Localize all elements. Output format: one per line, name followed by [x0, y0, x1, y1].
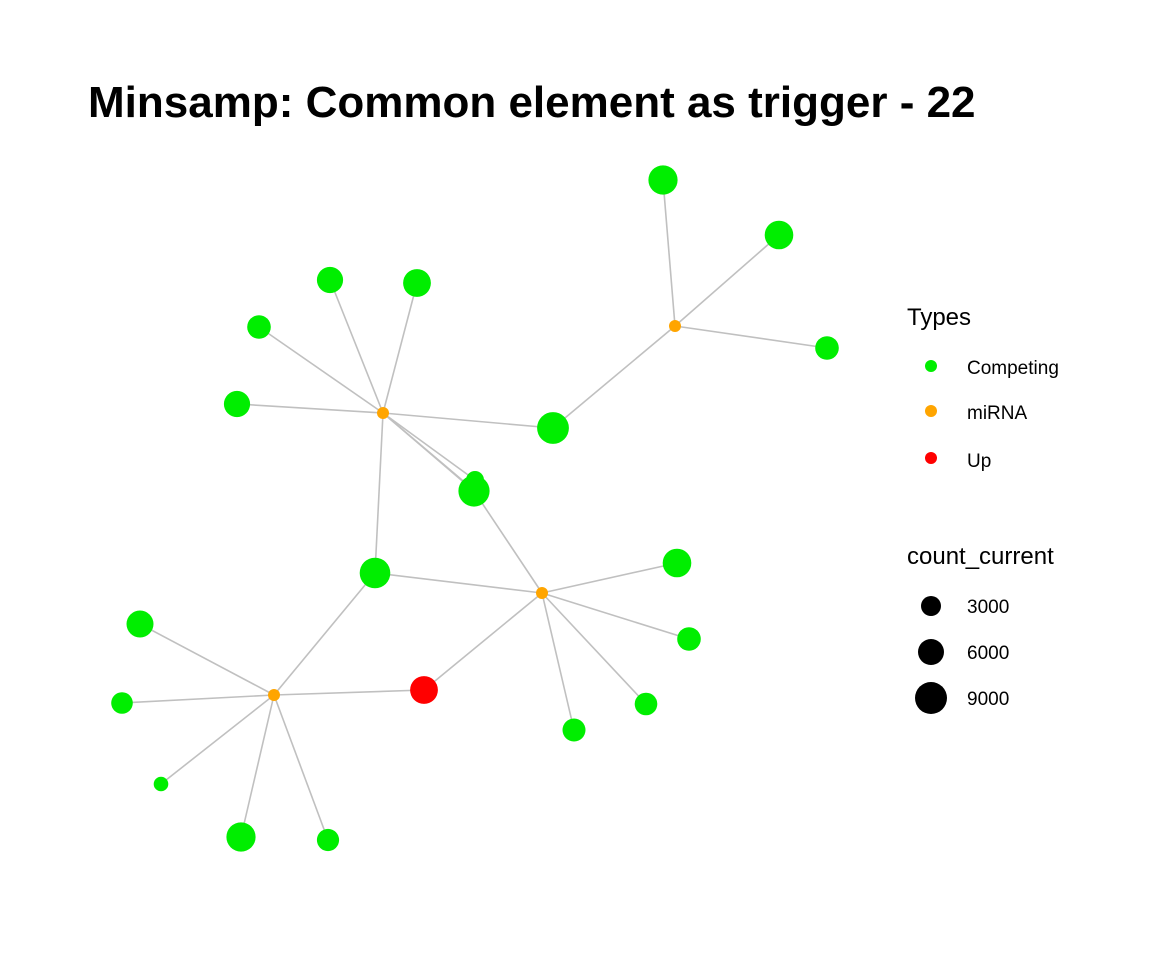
edge-m2-c11 — [382, 412, 475, 492]
legend-key-up — [925, 452, 937, 464]
edge-m3-c14 — [541, 592, 690, 640]
node-competing-c5 — [403, 269, 431, 297]
edge-m2-c5 — [382, 282, 418, 414]
node-competing-c11 — [458, 475, 490, 507]
node-competing-c2 — [764, 220, 794, 250]
node-competing-c4 — [316, 266, 344, 294]
edge-m3-c16 — [541, 592, 575, 731]
edge-m1-c2 — [674, 234, 780, 327]
legend-size-key-3000 — [921, 596, 941, 616]
legend-size-key-6000 — [918, 639, 944, 665]
node-competing-c21 — [316, 828, 340, 852]
node-competing-c10 — [537, 412, 569, 444]
edge-m3-c12 — [374, 572, 543, 594]
node-mirna-m2 — [377, 407, 389, 419]
node-competing-c12 — [359, 557, 391, 589]
edge-m2-c10 — [382, 412, 554, 429]
legend-size-key-9000 — [915, 682, 947, 714]
edge-m4-up1 — [273, 689, 425, 696]
node-competing-c6 — [247, 315, 271, 339]
node-competing-c19 — [153, 776, 169, 792]
legend-size-label-9000: 9000 — [967, 689, 1009, 710]
edge-m2-c6 — [258, 326, 384, 414]
node-mirna-m1 — [669, 320, 681, 332]
chart-title: Minsamp: Common element as trigger - 22 — [88, 78, 976, 127]
node-competing-c20 — [226, 822, 256, 852]
edge-m3-c15 — [541, 592, 647, 705]
edge-m4-c17 — [139, 623, 275, 696]
node-competing-c1 — [648, 165, 678, 195]
legend-key-mirna — [925, 405, 937, 417]
node-competing-c3 — [815, 336, 839, 360]
node-mirna-m4 — [268, 689, 280, 701]
node-mirna-m3 — [536, 587, 548, 599]
node-competing-c7 — [223, 390, 251, 418]
edge-m4-c12 — [273, 572, 376, 696]
legend-size-label-3000: 3000 — [967, 597, 1009, 618]
edge-m2-c4 — [329, 279, 384, 414]
edge-m2-c8 — [382, 412, 476, 481]
edge-m3-c13 — [541, 562, 678, 594]
edge-m4-c18 — [121, 694, 275, 704]
edge-m3-c11 — [473, 490, 543, 594]
network-nodes — [111, 165, 839, 852]
node-competing-c16 — [562, 718, 586, 742]
edge-m4-c20 — [240, 694, 275, 838]
node-competing-c13 — [662, 548, 692, 578]
node-competing-c15 — [634, 692, 658, 716]
edge-m4-c19 — [160, 694, 275, 785]
edge-m2-c7 — [236, 403, 384, 414]
node-up-up1 — [410, 676, 438, 704]
node-competing-c17 — [126, 610, 154, 638]
network-edges — [121, 179, 828, 841]
edge-m1-c3 — [674, 325, 828, 349]
legend-key-competing — [925, 360, 937, 372]
legend-size-title: count_current — [907, 543, 1054, 570]
edge-m2-c12 — [374, 412, 384, 574]
edge-m3-up1 — [423, 592, 543, 691]
legend-label-competing: Competing — [967, 358, 1059, 379]
legend-types-title: Types — [907, 304, 971, 331]
legend-label-up: Up — [967, 451, 991, 472]
node-competing-c14 — [677, 627, 701, 651]
edge-m4-c21 — [273, 694, 329, 841]
edge-m1-c1 — [662, 179, 676, 327]
edge-m1-c10 — [552, 325, 676, 429]
node-competing-c18 — [111, 692, 133, 714]
legend-label-mirna: miRNA — [967, 403, 1027, 424]
legend-size-label-6000: 6000 — [967, 643, 1009, 664]
legend: Types Competing miRNA Up count_current 3… — [907, 304, 1059, 714]
